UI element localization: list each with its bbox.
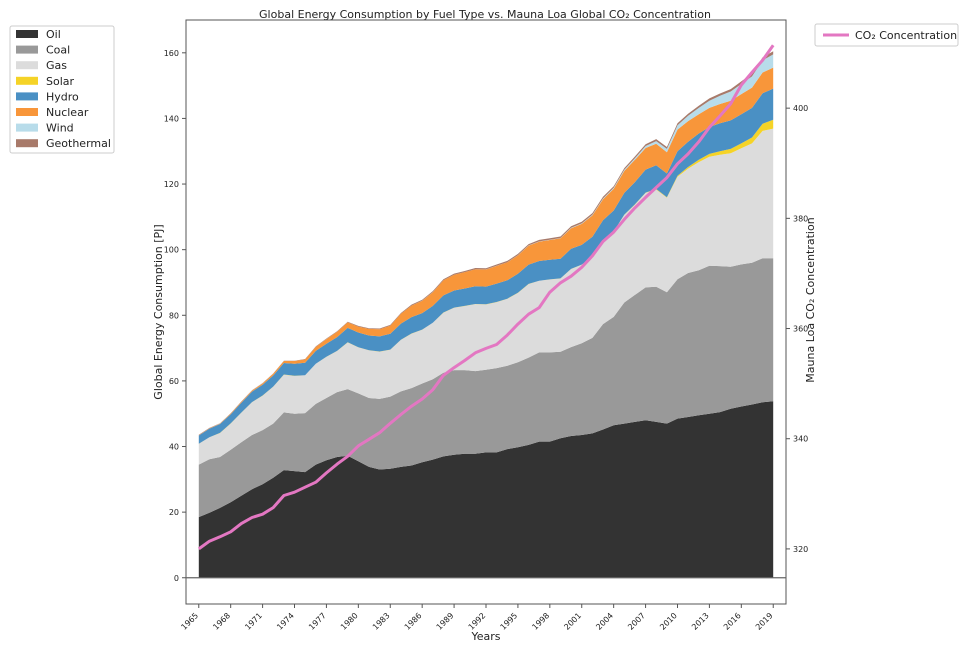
- legend-label-gas: Gas: [46, 59, 67, 72]
- x-tick-label: 1995: [499, 611, 520, 632]
- y2-tick-label: 380: [793, 214, 808, 223]
- area-coal: [198, 258, 774, 518]
- legend-swatch-coal: [16, 45, 38, 54]
- legend-swatch-wind: [16, 123, 38, 132]
- x-tick-label: 1977: [307, 611, 328, 632]
- y-axis-label: Global Energy Consumption [PJ]: [152, 224, 165, 399]
- stacked-areas: [198, 51, 774, 578]
- legend-swatch-solar: [16, 76, 38, 85]
- x-tick-label: 2007: [626, 611, 647, 632]
- co2-line-group: [197, 44, 775, 551]
- y-tick-label: 140: [164, 114, 179, 123]
- legend-label-coal: Coal: [46, 44, 70, 57]
- x-tick-label: 1968: [211, 611, 232, 632]
- x-tick-label: 1989: [435, 611, 456, 632]
- x-axis-label: Years: [470, 630, 500, 643]
- legend-swatch-hydro: [16, 92, 38, 101]
- y2-tick-label: 400: [793, 104, 808, 113]
- y2-tick-label: 360: [793, 325, 808, 334]
- co2-line: [197, 44, 775, 551]
- x-tick-label: 2016: [722, 611, 743, 632]
- legend-swatch-nuclear: [16, 108, 38, 116]
- x-tick-label: 2010: [658, 611, 679, 632]
- legend-label-solar: Solar: [46, 75, 75, 88]
- chart-title: Global Energy Consumption by Fuel Type v…: [259, 8, 711, 21]
- x-tick-label: 1983: [371, 611, 392, 632]
- legend-swatch-gas: [16, 61, 38, 70]
- legend2-frame: [814, 23, 959, 47]
- x-tick-label: 1971: [243, 611, 264, 632]
- legend-energy: Oil Coal Gas Solar Hydro Nuclear Wind Geotherma…: [9, 25, 115, 154]
- y-tick-label: 0: [174, 574, 179, 583]
- area-oil: [198, 401, 774, 578]
- y-tick-label: 80: [169, 311, 179, 320]
- x-tick-label: 2013: [690, 611, 711, 632]
- legend-swatch-geothermal: [16, 139, 38, 148]
- y-tick-label: 120: [164, 180, 179, 189]
- y2-tick-label: 320: [793, 545, 808, 554]
- x-tick-label: 2001: [562, 611, 583, 632]
- y-tick-label: 160: [164, 49, 179, 58]
- legend-label-oil: Oil: [46, 28, 61, 41]
- y-tick-label: 20: [169, 508, 179, 517]
- y-tick-label: 60: [169, 377, 179, 386]
- x-tick-label: 1992: [467, 611, 488, 632]
- legend-co2: CO₂ Concentration: [814, 23, 959, 47]
- x-tick-label: 2004: [594, 611, 615, 632]
- legend-label-hydro: Hydro: [46, 90, 79, 103]
- x-tick-label: 1974: [275, 611, 296, 632]
- x-tick-label: 1980: [339, 611, 360, 632]
- y-tick-label: 100: [164, 246, 179, 255]
- legend-label-geothermal: Geothermal: [46, 137, 111, 150]
- x-tick-label: 1965: [179, 611, 200, 632]
- y-tick-label: 40: [169, 443, 179, 452]
- legend-swatch-oil: [16, 30, 38, 38]
- x-tick-label: 2019: [754, 611, 775, 632]
- y2-tick-label: 340: [793, 435, 808, 444]
- legend-label-nuclear: Nuclear: [46, 106, 89, 119]
- legend-frame: [9, 25, 115, 154]
- y2-axis-label: Mauna Loa CO₂ Concentration: [804, 217, 817, 382]
- legend-label-wind: Wind: [46, 122, 74, 135]
- legend-label-co2: CO₂ Concentration: [855, 29, 957, 42]
- x-tick-label: 1998: [530, 611, 551, 632]
- x-tick-label: 1986: [403, 611, 424, 632]
